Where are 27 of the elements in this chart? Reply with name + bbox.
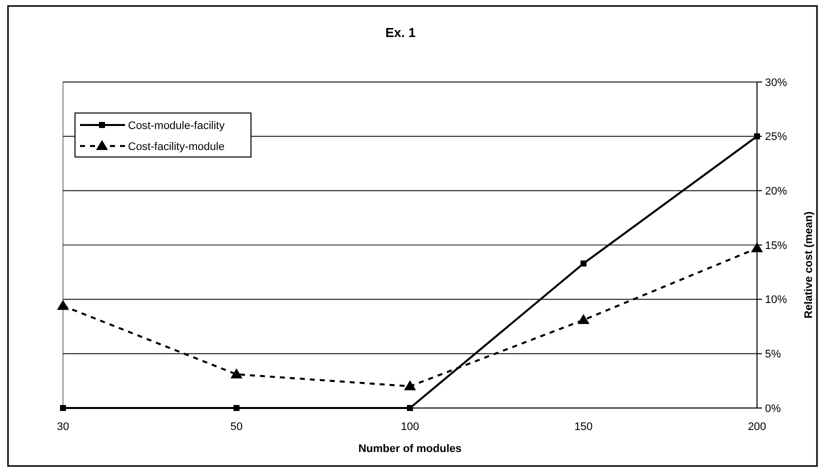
x-tick-label: 150 xyxy=(574,421,593,433)
legend-label: Cost-facility-module xyxy=(128,140,225,153)
point xyxy=(578,314,590,324)
y-tick-label: 30% xyxy=(765,76,788,89)
x-tick-label: 200 xyxy=(748,421,766,433)
y-tick-label: 5% xyxy=(765,348,782,361)
y-tick-label: 25% xyxy=(765,131,788,144)
y-tick-label: 10% xyxy=(765,294,788,306)
point xyxy=(234,405,240,411)
point xyxy=(751,242,763,252)
y-axis-title: Relative cost (mean) xyxy=(803,211,815,318)
legend-label: Cost-module-facility xyxy=(128,120,226,132)
x-tick-label: 30 xyxy=(56,421,70,433)
point xyxy=(404,380,416,390)
point xyxy=(407,405,413,411)
y-tick-label: 0% xyxy=(765,402,782,415)
y-tick-label: 15% xyxy=(765,240,788,252)
x-tick-label: 50 xyxy=(230,421,243,433)
point xyxy=(60,405,66,411)
chart-title: Ex. 1 xyxy=(385,25,416,40)
x-tick-label: 100 xyxy=(400,421,420,433)
point xyxy=(580,260,586,266)
x-axis-title: Number of modules xyxy=(358,443,462,455)
y-tick-label: 20% xyxy=(765,186,788,198)
point xyxy=(57,300,69,310)
point xyxy=(230,368,242,378)
point xyxy=(754,133,760,140)
